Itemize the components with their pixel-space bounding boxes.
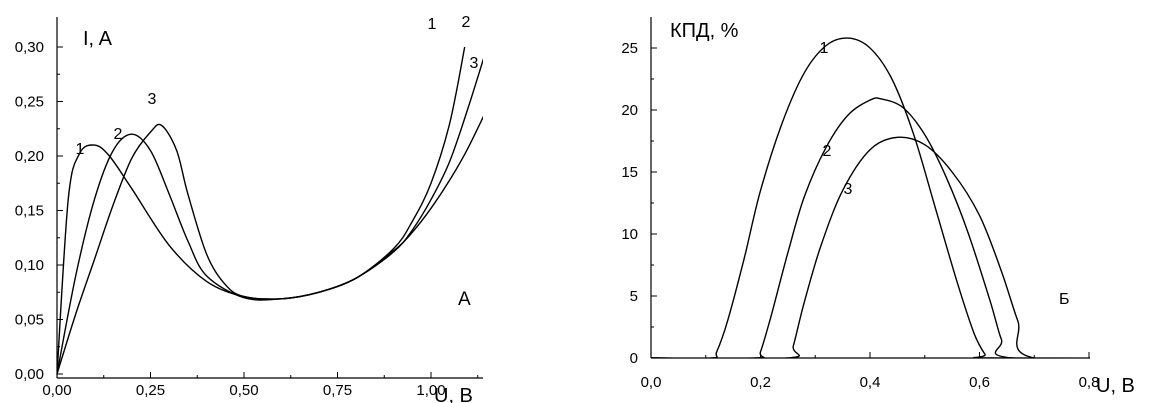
series-label: 3 xyxy=(148,91,157,108)
x-tick-label: 0,25 xyxy=(136,382,165,399)
y-tick-label: 0,05 xyxy=(15,312,44,329)
y-tick-label: 25 xyxy=(621,40,638,57)
series-label: 1 xyxy=(76,141,85,158)
x-tick-label: 1,00 xyxy=(416,382,445,399)
y-tick-label: 0,10 xyxy=(15,257,44,274)
series-line-2 xyxy=(57,57,483,375)
x-tick-label: 0,2 xyxy=(750,374,771,391)
y-tick-label: 0,25 xyxy=(15,94,44,111)
series-line-3 xyxy=(57,115,483,375)
chart-b: 0 5 10 15 20 25 0,0 0,2 0,4 0,6 0,8 1 2 3 КПД, % U, B Б xyxy=(621,17,1135,397)
x-tick-label: 0,6 xyxy=(969,374,990,391)
x-tick-label: 0,75 xyxy=(323,382,352,399)
y-tick-label: 0,30 xyxy=(15,39,44,56)
y-tick-label: 0,00 xyxy=(15,366,44,383)
x-tick-label: 0,0 xyxy=(641,374,662,391)
y-tick-label: 15 xyxy=(621,164,638,181)
x-axis-title: U, B xyxy=(1096,375,1135,397)
panel-label: А xyxy=(458,289,471,310)
series-line-1 xyxy=(651,37,1090,358)
y-tick-label: 20 xyxy=(621,102,638,119)
series-label: 3 xyxy=(844,181,853,198)
series-line-2 xyxy=(651,97,1025,358)
x-axis-title: U, B xyxy=(434,385,473,403)
y-tick-label: 10 xyxy=(621,226,638,243)
x-tick-label: 0,4 xyxy=(860,374,881,391)
series-label: 1 xyxy=(428,16,437,33)
series-line-3 xyxy=(651,136,1040,358)
y-axis-title: I, A xyxy=(83,28,113,50)
series-group xyxy=(57,46,483,375)
series-label: 2 xyxy=(114,126,123,143)
y-tick-label: 0,15 xyxy=(15,203,44,220)
series-label: 2 xyxy=(823,143,832,160)
x-tick-label: 0,00 xyxy=(42,382,71,399)
y-tick-label: 0 xyxy=(630,350,638,367)
y-tick-label: 0,20 xyxy=(15,148,44,165)
y-tick-label: 5 xyxy=(630,288,638,305)
x-tick-label: 0,8 xyxy=(1079,374,1100,391)
x-tick-label: 0,50 xyxy=(229,382,258,399)
series-line-1 xyxy=(57,46,466,375)
series-label: 3 xyxy=(470,55,479,72)
series-label: 1 xyxy=(820,40,829,57)
series-group xyxy=(651,37,1090,358)
chart-a: 0,00 0,05 0,10 0,15 0,20 0,25 0,30 0,00 0,25 0,50… xyxy=(15,14,483,403)
y-axis-title: КПД, % xyxy=(670,20,739,42)
series-label: 2 xyxy=(462,14,471,31)
panel-label: Б xyxy=(1059,291,1070,308)
